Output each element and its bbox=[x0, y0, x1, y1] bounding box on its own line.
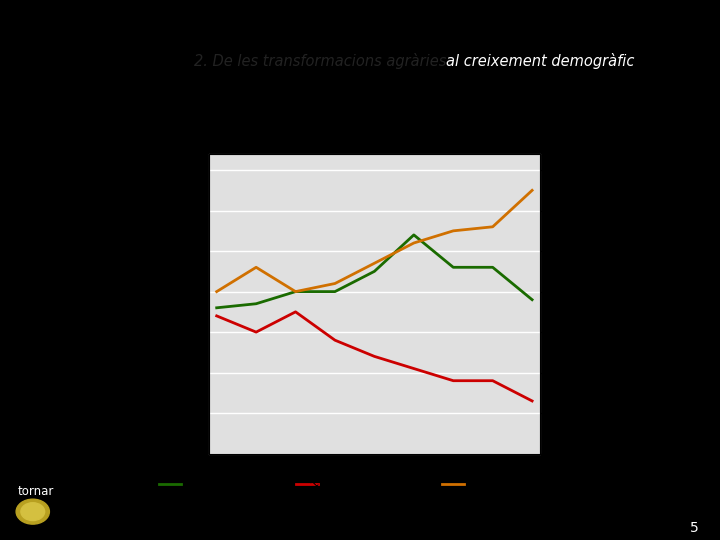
Circle shape bbox=[21, 503, 45, 521]
Legend: taxa de natalitat, taxa de mortalitat, esperança de vida: taxa de natalitat, taxa de mortalitat, e… bbox=[154, 475, 580, 494]
Y-axis label: anys: anys bbox=[567, 291, 577, 317]
Circle shape bbox=[16, 499, 50, 524]
Text: 2. De les transformacions agràries: 2. De les transformacions agràries bbox=[194, 53, 451, 69]
Title: VARIABLES DEMOGRÀFIQUES DE GRAN BRETANYA,
1676-1900: VARIABLES DEMOGRÀFIQUES DE GRAN BRETANYA… bbox=[198, 122, 551, 150]
Y-axis label: en ‰: en ‰ bbox=[171, 287, 181, 320]
Text: 5: 5 bbox=[690, 521, 698, 535]
Text: tornar: tornar bbox=[18, 485, 55, 498]
Text: al creixement demogràfic: al creixement demogràfic bbox=[446, 53, 635, 69]
